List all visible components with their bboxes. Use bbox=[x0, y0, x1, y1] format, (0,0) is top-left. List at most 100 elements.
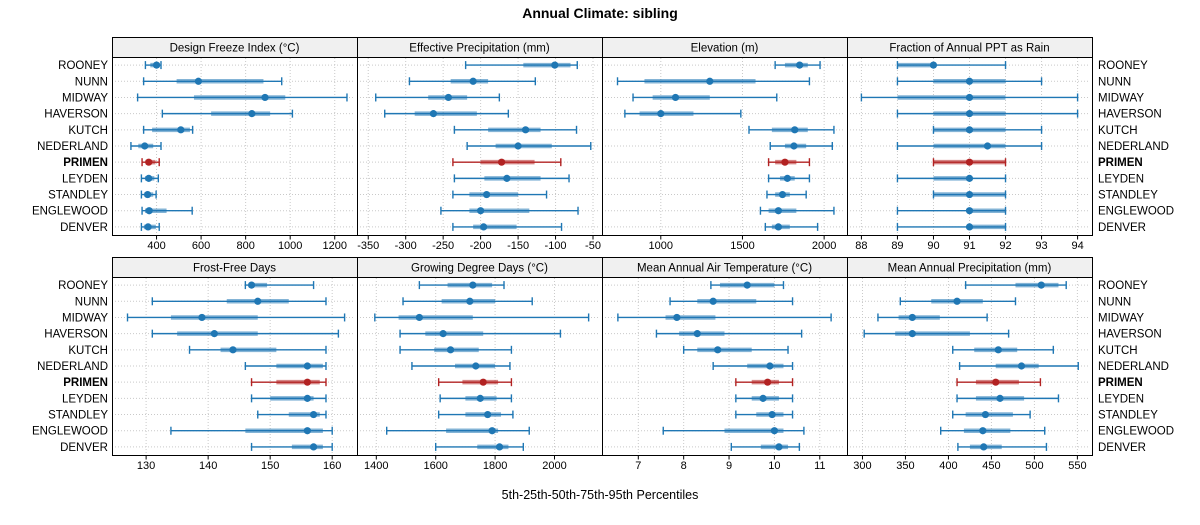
median-dot bbox=[671, 93, 680, 102]
errorbar-rooney bbox=[774, 61, 821, 70]
station-label-left: PRIMEN bbox=[63, 377, 108, 389]
errorbar-kutch bbox=[952, 345, 1055, 354]
axis-tick-label: 1200 bbox=[322, 240, 346, 252]
errorbar-primen bbox=[250, 378, 327, 387]
errorbar-englewood bbox=[896, 206, 1007, 215]
errorbar-primen bbox=[735, 378, 794, 387]
errorbar-nunn bbox=[899, 297, 1017, 306]
axis-tick-label: -250 bbox=[432, 240, 454, 252]
median-dot bbox=[775, 443, 783, 451]
panel-frost-free-days: Frost-Free Days 130 140 150 160 bbox=[112, 257, 358, 472]
errorbar-rooney bbox=[710, 281, 785, 290]
errorbar-midway bbox=[877, 313, 988, 322]
median-dot bbox=[1037, 281, 1045, 289]
errorbar-denver bbox=[957, 442, 1048, 451]
station-label-left: NUNN bbox=[75, 76, 108, 88]
median-dot bbox=[472, 362, 480, 370]
median-dot bbox=[145, 158, 153, 166]
median-dot bbox=[303, 427, 311, 435]
station-label-left: LEYDEN bbox=[62, 393, 108, 405]
median-dot bbox=[768, 410, 776, 419]
errorbar-standley bbox=[932, 190, 1007, 199]
median-dot bbox=[177, 126, 185, 134]
median-dot bbox=[551, 61, 559, 69]
station-label-right: KUTCH bbox=[1098, 125, 1138, 137]
errorbar-denver bbox=[452, 222, 563, 231]
errorbar-primen bbox=[141, 158, 160, 167]
errorbar-midway bbox=[374, 313, 590, 322]
axis-tick-label: 150 bbox=[261, 460, 279, 472]
errorbar-haverson bbox=[399, 329, 562, 338]
median-dot bbox=[303, 362, 311, 370]
errorbar-primen bbox=[956, 378, 1042, 387]
errorbar-leyden bbox=[250, 394, 327, 403]
median-dot bbox=[261, 93, 269, 102]
errorbar-nunn bbox=[142, 77, 283, 86]
errorbar-englewood bbox=[662, 426, 805, 435]
errorbar-denver bbox=[730, 442, 801, 451]
station-label-right: STANDLEY bbox=[1098, 410, 1158, 422]
errorbar-midway bbox=[375, 93, 501, 102]
median-dot bbox=[469, 77, 477, 85]
panel-title: Growing Degree Days (°C) bbox=[411, 263, 548, 275]
median-dot bbox=[965, 174, 974, 182]
median-dot bbox=[439, 330, 447, 338]
station-label-left: STANDLEY bbox=[48, 410, 108, 422]
axis-tick-label: -150 bbox=[507, 240, 529, 252]
station-label-right: HAVERSON bbox=[1098, 109, 1162, 121]
panel-elevation-m: Elevation (m) 1000 1500 2000 bbox=[602, 37, 848, 252]
panel-growing-degree-days-c: Growing Degree Days (°C) 1400 1600 1800 2000 bbox=[357, 257, 603, 472]
station-label-left: HAVERSON bbox=[44, 329, 108, 341]
station-label-right: LEYDEN bbox=[1098, 173, 1144, 185]
station-label-left: NEDERLAND bbox=[37, 141, 108, 153]
panel-title: Effective Precipitation (mm) bbox=[409, 43, 550, 55]
median-dot bbox=[247, 281, 256, 289]
median-dot bbox=[254, 297, 262, 305]
errorbar-haverson bbox=[384, 109, 510, 118]
axis-tick-label: 130 bbox=[137, 460, 155, 472]
station-label-left: NEDERLAND bbox=[37, 361, 108, 373]
station-label-left: ENGLEWOOD bbox=[32, 206, 108, 218]
median-dot bbox=[152, 61, 161, 69]
median-dot bbox=[766, 362, 774, 370]
errorbar-kutch bbox=[142, 125, 194, 134]
station-label-left: STANDLEY bbox=[48, 190, 108, 202]
errorbar-standley bbox=[766, 190, 807, 199]
axis-tick-label: -200 bbox=[470, 240, 492, 252]
errorbar-englewood bbox=[170, 426, 333, 435]
panel-mean-annual-air-temperature-c: Mean Annual Air Temperature (°C) 7 8 9 10 11 bbox=[602, 257, 848, 472]
median-dot bbox=[480, 223, 488, 231]
median-dot bbox=[144, 190, 152, 199]
median-dot bbox=[521, 126, 530, 134]
axis-tick-label: -300 bbox=[395, 240, 417, 252]
station-label-right: HAVERSON bbox=[1098, 329, 1162, 341]
median-dot bbox=[194, 77, 203, 85]
axis-tick-label: 800 bbox=[236, 240, 254, 252]
axis-tick-label: 1600 bbox=[423, 460, 447, 472]
median-dot bbox=[309, 443, 318, 451]
median-dot bbox=[965, 93, 974, 102]
errorbar-nederland bbox=[411, 362, 511, 370]
panel-design-freeze-index-c: Design Freeze Index (°C) 400 600 800 1000 120… bbox=[112, 37, 358, 252]
errorbar-nederland bbox=[896, 142, 1043, 150]
station-label-right: ROONEY bbox=[1098, 60, 1148, 72]
station-label-left: KUTCH bbox=[68, 345, 108, 357]
median-dot bbox=[929, 61, 938, 69]
median-dot bbox=[248, 110, 256, 118]
station-label-right: NUNN bbox=[1098, 296, 1131, 308]
station-label-left: MIDWAY bbox=[62, 312, 108, 324]
errorbar-haverson bbox=[151, 329, 340, 338]
errorbar-rooney bbox=[144, 61, 162, 70]
axis-tick-label: 10 bbox=[768, 460, 780, 472]
errorbar-standley bbox=[952, 410, 1031, 419]
errorbar-nunn bbox=[616, 77, 811, 86]
median-dot bbox=[778, 190, 787, 199]
errorbar-leyden bbox=[453, 174, 570, 183]
median-dot bbox=[503, 174, 511, 182]
median-dot bbox=[774, 207, 783, 215]
errorbar-nunn bbox=[151, 297, 327, 306]
median-dot bbox=[791, 126, 799, 134]
median-dot bbox=[770, 427, 779, 435]
errorbar-nederland bbox=[130, 142, 162, 150]
median-dot bbox=[145, 174, 153, 182]
